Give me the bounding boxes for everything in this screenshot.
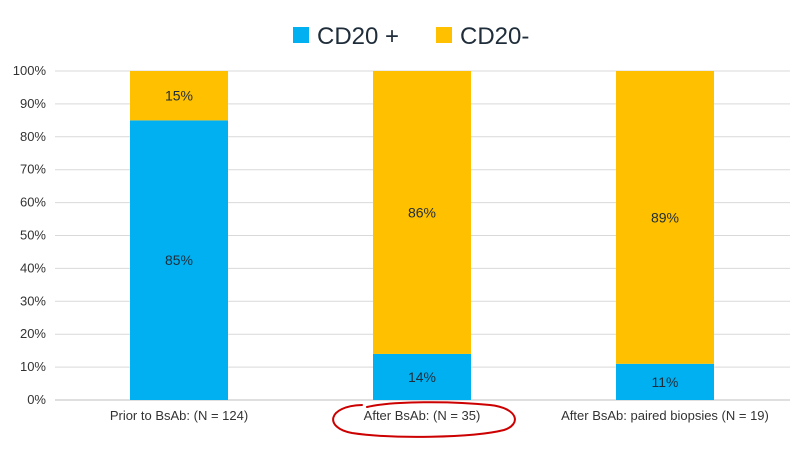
data-label: 89% bbox=[651, 209, 679, 225]
legend-label: CD20- bbox=[460, 23, 529, 50]
y-tick-label: 20% bbox=[20, 326, 46, 341]
bar-segment bbox=[616, 71, 714, 364]
x-tick-label: After BsAb: paired biopsies (N = 19) bbox=[561, 408, 769, 423]
y-tick-label: 90% bbox=[20, 96, 46, 111]
bar-segment bbox=[130, 71, 228, 121]
y-tick-label: 100% bbox=[13, 63, 47, 78]
y-tick-label: 40% bbox=[20, 260, 46, 275]
bar-segment bbox=[616, 363, 714, 400]
highlight-ellipse bbox=[332, 401, 516, 438]
data-label: 86% bbox=[408, 204, 436, 220]
data-label: 15% bbox=[165, 88, 193, 104]
y-tick-label: 30% bbox=[20, 293, 46, 308]
legend-swatch bbox=[293, 27, 309, 43]
y-tick-label: 0% bbox=[27, 392, 46, 407]
y-axis: 0% 10% 20% 30% 40% 50% 60% 70% 80% 90% 100% bbox=[13, 63, 47, 407]
data-label: 11% bbox=[652, 374, 679, 390]
y-tick-label: 70% bbox=[20, 162, 46, 177]
y-tick-label: 10% bbox=[20, 359, 46, 374]
x-axis: Prior to BsAb: (N = 124) After BsAb: (N =… bbox=[110, 408, 769, 423]
data-label: 14% bbox=[408, 369, 436, 385]
legend-swatch bbox=[436, 27, 452, 43]
bar-segment bbox=[130, 120, 228, 400]
x-tick-label: After BsAb: (N = 35) bbox=[364, 408, 481, 423]
highlight-annotation bbox=[332, 401, 516, 438]
legend: CD20 + CD20- bbox=[293, 23, 529, 50]
bars: 85% 15% 14% 86% 11% 89% bbox=[130, 71, 714, 400]
x-tick-label: Prior to BsAb: (N = 124) bbox=[110, 408, 248, 423]
bar-segment bbox=[373, 71, 471, 354]
y-tick-label: 80% bbox=[20, 129, 46, 144]
legend-label: CD20 + bbox=[317, 23, 399, 50]
bar-segment bbox=[373, 353, 471, 400]
y-tick-label: 50% bbox=[20, 228, 46, 243]
data-label: 85% bbox=[165, 252, 193, 268]
y-tick-label: 60% bbox=[20, 195, 46, 210]
